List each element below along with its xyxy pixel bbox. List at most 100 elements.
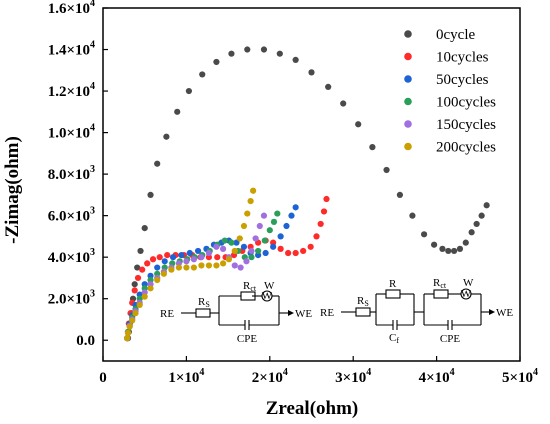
data-point <box>313 233 320 240</box>
data-point <box>134 274 142 282</box>
data-point <box>420 231 428 238</box>
data-point <box>149 256 157 263</box>
y-tick-label: 8.0×103 <box>48 164 95 183</box>
circuit-right-cpe-label: CPE <box>440 333 460 345</box>
data-point <box>468 229 475 236</box>
data-point <box>473 220 480 228</box>
data-point <box>409 212 416 219</box>
data-point <box>256 222 263 230</box>
data-point <box>248 247 255 255</box>
data-point <box>141 293 148 300</box>
legend-label: 100cycles <box>436 95 496 111</box>
data-point <box>270 243 277 250</box>
data-point <box>237 264 244 271</box>
data-point <box>221 237 228 244</box>
legend-label: 50cycles <box>436 72 489 88</box>
x-tick-label: 4×104 <box>419 367 455 386</box>
y-tick-label: 2.0×103 <box>48 289 95 308</box>
data-point <box>186 249 193 257</box>
data-point <box>266 227 273 234</box>
data-point <box>240 222 248 230</box>
data-point <box>261 237 268 244</box>
data-point <box>198 262 205 269</box>
data-point <box>124 335 131 342</box>
data-point <box>134 264 141 271</box>
legend-marker <box>404 142 412 151</box>
data-point <box>445 247 452 255</box>
data-point <box>213 243 220 250</box>
data-point <box>139 266 146 273</box>
y-tick-label: 1.4×104 <box>48 40 95 59</box>
data-point <box>185 87 193 95</box>
data-point <box>355 121 362 128</box>
circuit-left-rct-label: Rct <box>243 280 257 293</box>
data-point <box>233 239 240 246</box>
data-point <box>147 285 154 292</box>
data-point <box>183 258 190 265</box>
data-point <box>161 258 168 265</box>
y-tick-label: 1.2×104 <box>48 81 95 100</box>
data-point <box>213 262 220 269</box>
data-point <box>323 195 330 203</box>
data-point <box>260 212 268 219</box>
y-tick-label: 0.0 <box>76 333 95 349</box>
data-point <box>154 160 161 167</box>
legend: 0cycle 10cycles 50cycles 100cycles 150cycles… <box>404 27 496 156</box>
data-point <box>292 204 299 211</box>
data-point <box>174 108 181 115</box>
data-point <box>252 235 259 242</box>
data-point <box>175 264 182 271</box>
y-tick-label: 4.0×103 <box>48 247 95 266</box>
circuit-right-r-resistor <box>385 289 401 299</box>
data-point <box>260 46 268 53</box>
circuit-right-re-label: RE <box>320 307 334 319</box>
data-point <box>160 270 167 277</box>
x-tick-label: 2×104 <box>252 367 288 386</box>
data-point <box>462 239 469 246</box>
data-point <box>285 249 292 257</box>
data-point <box>478 212 485 219</box>
data-point <box>163 133 170 140</box>
data-point <box>131 281 138 288</box>
data-point <box>205 262 213 269</box>
legend-label: 10cycles <box>436 50 489 66</box>
circuit-right-we-label: WE <box>496 307 513 319</box>
data-point <box>451 247 458 255</box>
data-point <box>320 208 328 215</box>
data-point <box>199 71 206 78</box>
legend-label: 200cycles <box>436 140 496 156</box>
x-axis-label: Zreal(ohm) <box>266 398 359 419</box>
y-axis-ticks: 0.0 2.0×103 4.0×103 6.0×103 8.0×103 1.0×104 1.… <box>48 0 108 349</box>
data-point <box>307 243 314 250</box>
data-point <box>236 235 243 242</box>
circuit-right-rct-label: Rct <box>433 277 447 290</box>
data-point <box>396 191 404 198</box>
data-point <box>124 329 132 337</box>
legend-marker <box>404 30 412 38</box>
x-tick-label: 0 <box>99 370 107 386</box>
data-point <box>483 202 490 209</box>
data-point <box>136 301 143 309</box>
circuit-left-re-label: RE <box>160 308 174 320</box>
data-point <box>225 256 233 263</box>
series-50cycles <box>124 204 299 342</box>
legend-marker <box>404 97 412 106</box>
data-point <box>156 254 163 261</box>
data-point <box>277 245 284 252</box>
data-point <box>248 254 255 261</box>
x-tick-label: 1×104 <box>168 367 204 386</box>
data-points <box>124 46 490 342</box>
series-0cycle <box>124 46 490 342</box>
data-point <box>243 258 250 265</box>
data-point <box>194 247 202 255</box>
data-point <box>325 83 332 91</box>
data-point <box>126 323 133 330</box>
series-200cycles <box>124 187 257 342</box>
legend-label: 0cycle <box>436 27 475 43</box>
data-point <box>262 249 269 257</box>
data-point <box>147 191 154 198</box>
y-tick-label: 1.6×104 <box>48 0 95 17</box>
plot-frame <box>102 7 521 362</box>
data-point <box>383 166 390 174</box>
